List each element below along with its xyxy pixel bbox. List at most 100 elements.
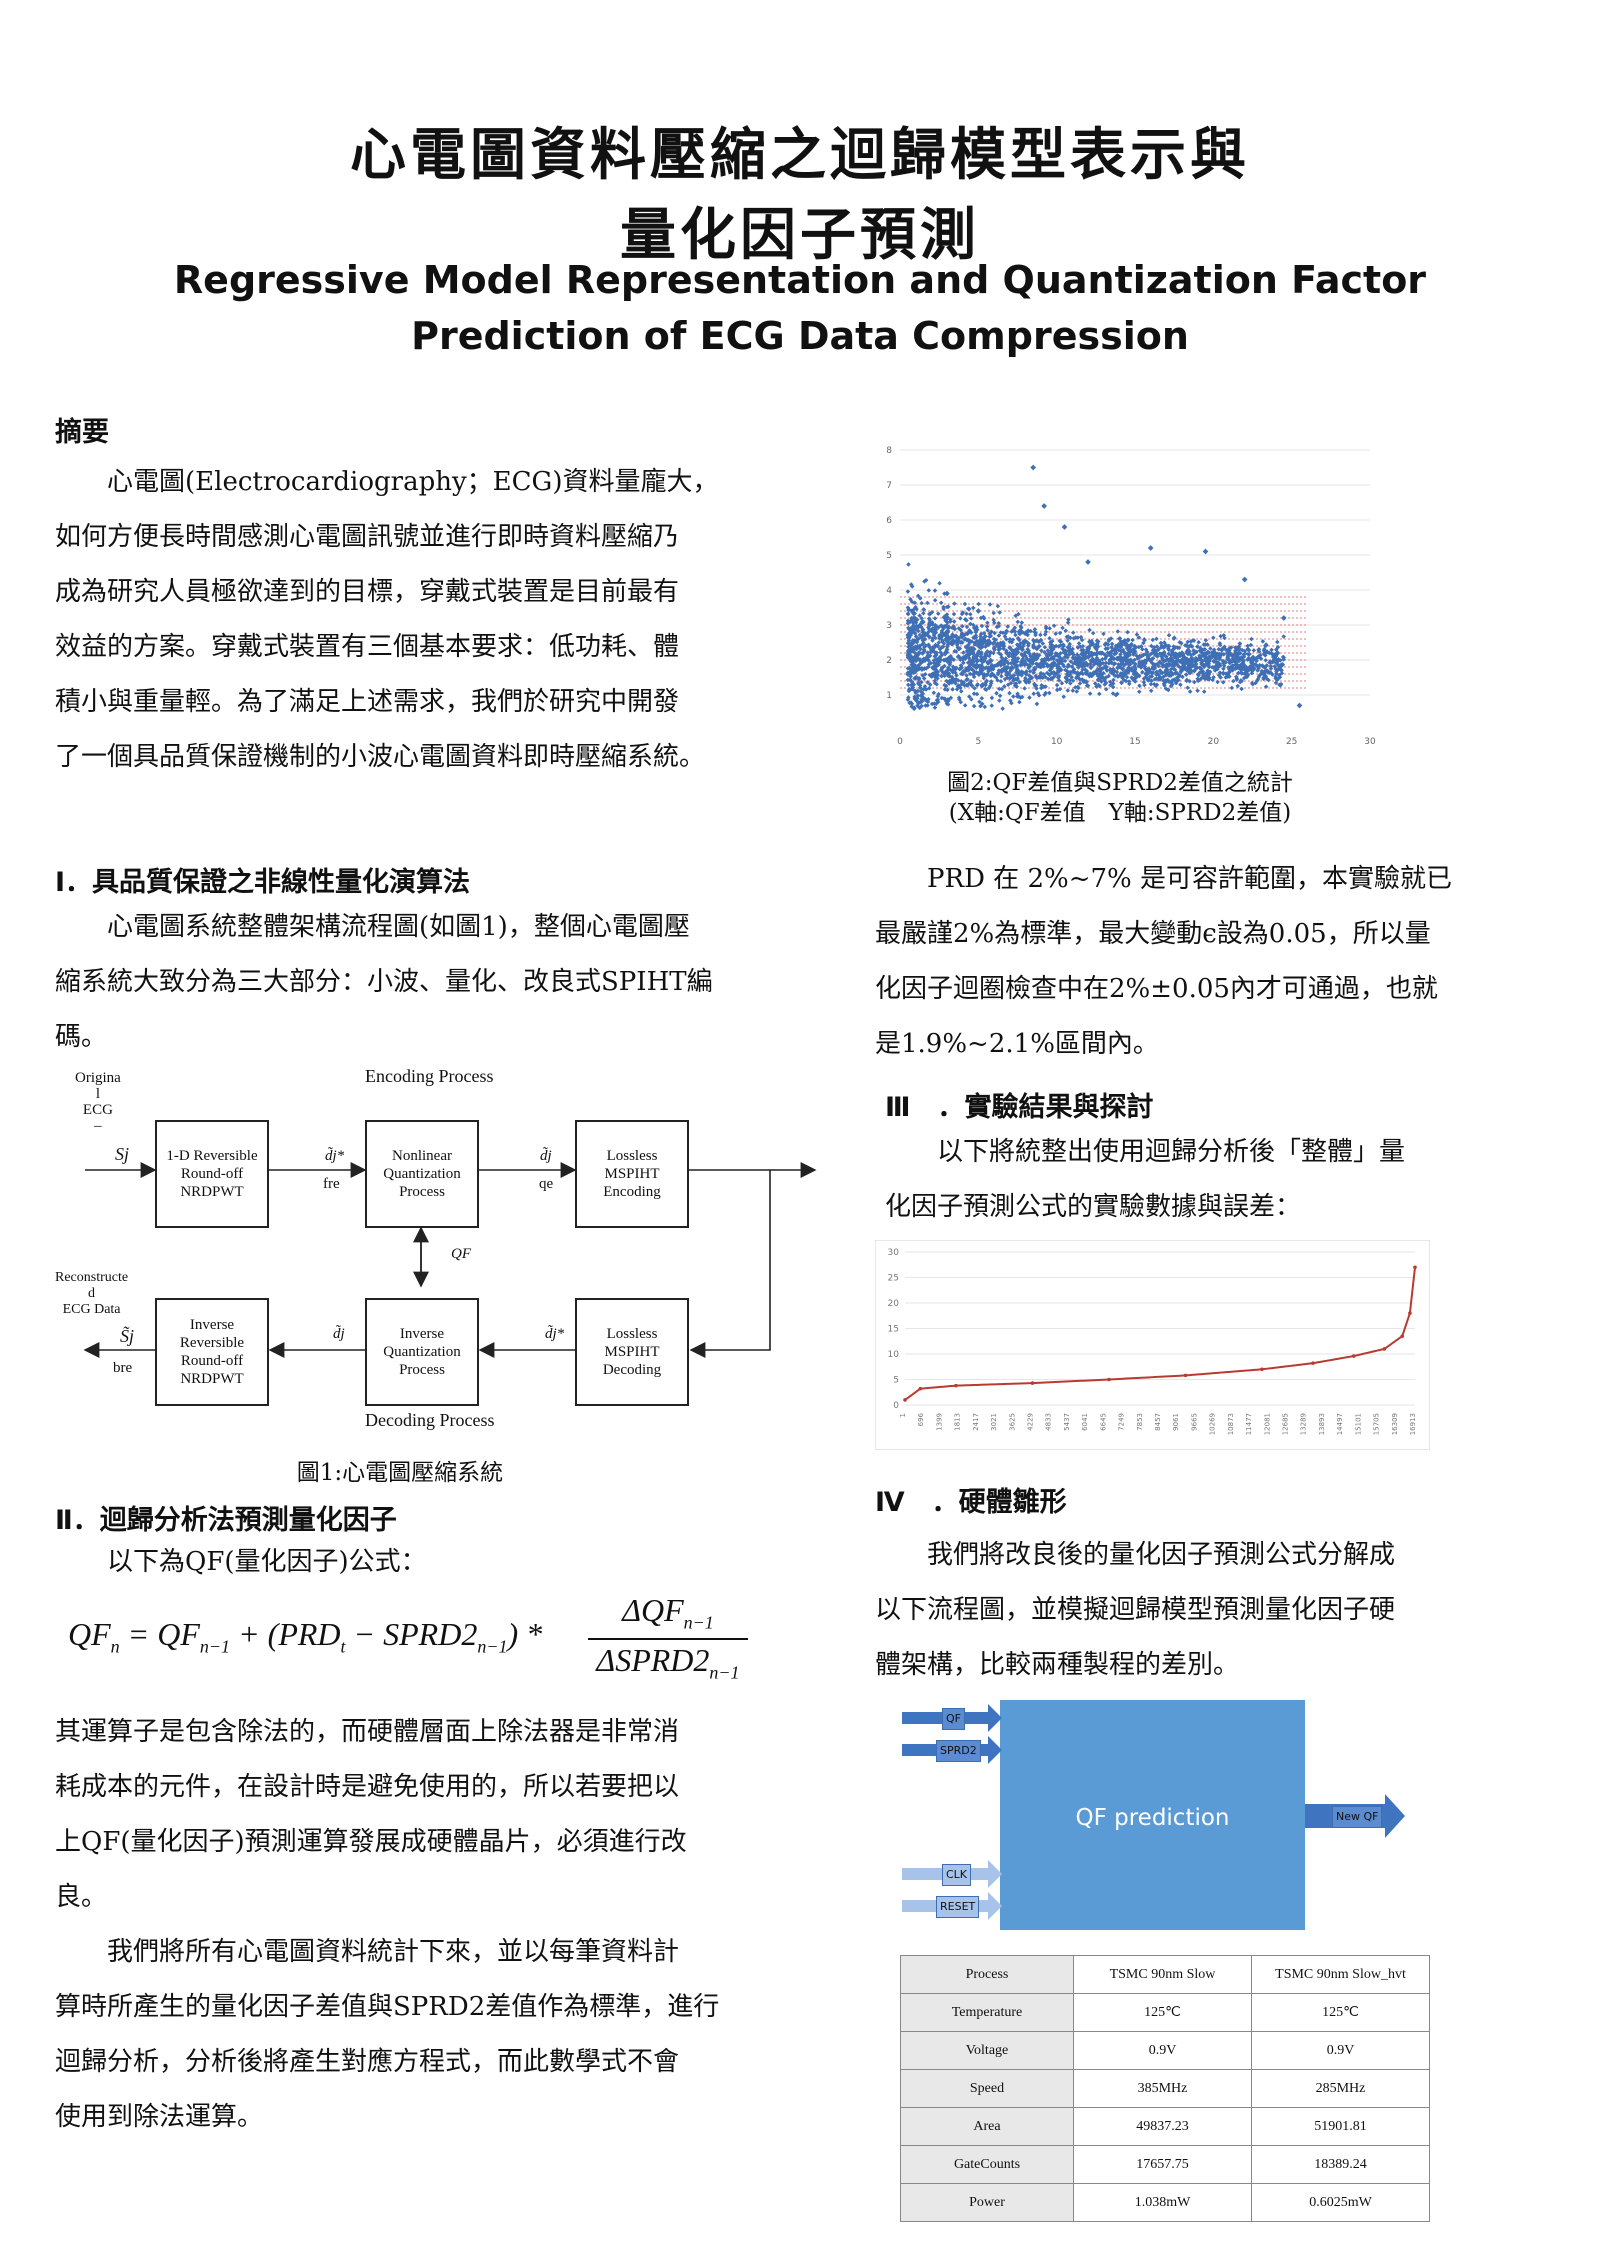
scatter-point bbox=[1062, 654, 1068, 660]
scatter-point bbox=[1132, 664, 1137, 669]
scatter-point bbox=[997, 646, 1003, 652]
scatter-point bbox=[1198, 645, 1203, 651]
scatter-point bbox=[950, 687, 955, 692]
scatter-point bbox=[985, 620, 990, 626]
scatter-point bbox=[1025, 646, 1030, 652]
scatter-point bbox=[975, 608, 982, 614]
scatter-point bbox=[1154, 661, 1160, 667]
qf-formula: QFn = QFn−1 + (PRDt − SPRD2n−1) * ΔQFn−1… bbox=[68, 1592, 768, 1687]
table-cell: Voltage bbox=[900, 2031, 1074, 2070]
y-tick-label: 3 bbox=[886, 621, 892, 631]
scatter-point bbox=[941, 606, 946, 612]
x-tick-label: 14497 bbox=[1336, 1413, 1344, 1435]
scatter-point bbox=[932, 597, 938, 603]
scatter-point bbox=[989, 695, 995, 701]
scatter-point bbox=[967, 628, 972, 633]
x-tick-label: 9665 bbox=[1190, 1413, 1198, 1431]
scatter-point bbox=[1065, 688, 1071, 693]
x-tick-label: 15705 bbox=[1373, 1413, 1381, 1435]
figure1-diagram: Encoding Process Decoding Process Origin… bbox=[55, 1060, 825, 1440]
x-tick-label: 2417 bbox=[972, 1413, 980, 1431]
x-tick-label: 25 bbox=[1286, 737, 1297, 747]
scatter-point bbox=[1251, 648, 1257, 653]
scatter-point bbox=[1089, 650, 1094, 656]
scatter-point bbox=[1087, 639, 1092, 644]
scatter-point bbox=[1070, 651, 1076, 657]
scatter-point bbox=[1088, 665, 1094, 671]
scatter-point bbox=[1191, 668, 1197, 674]
section2-heading: Ⅱ．迴歸分析法預測量化因子 bbox=[55, 1505, 397, 1536]
table-row: Power 1.038mW 0.6025mW bbox=[900, 2183, 1430, 2222]
scatter-point bbox=[1076, 654, 1082, 660]
x-tick-label: 5437 bbox=[1063, 1413, 1071, 1431]
scatter-point bbox=[919, 600, 924, 606]
scatter-point bbox=[1039, 648, 1044, 653]
scatter-point bbox=[1011, 694, 1016, 699]
scatter-point bbox=[1043, 629, 1049, 635]
scatter-point bbox=[934, 698, 940, 703]
table-header-row: Process TSMC 90nm Slow TSMC 90nm Slow_hv… bbox=[900, 1955, 1430, 1994]
scatter-point bbox=[925, 699, 931, 704]
table-cell: 49837.23 bbox=[1073, 2107, 1252, 2146]
x-tick-label: 6041 bbox=[1081, 1413, 1089, 1431]
scatter-point bbox=[1196, 640, 1201, 645]
table-cell: 125℃ bbox=[1073, 1993, 1252, 2032]
scatter-point bbox=[1076, 641, 1082, 646]
scatter-point bbox=[1057, 630, 1063, 636]
chart-frame bbox=[875, 1240, 1430, 1450]
figure2-caption-line2: (X軸:QF差值 Y軸:SPRD2差值) bbox=[948, 800, 1292, 826]
x-tick-label: 20 bbox=[1208, 737, 1220, 747]
series-point bbox=[954, 1383, 958, 1388]
section4-line: 我們將改良後的量化因子預測公式分解成 bbox=[875, 1540, 1396, 1570]
section2-line: 我們將所有心電圖資料統計下來，並以每筆資料計 bbox=[55, 1937, 680, 1967]
scatter-point bbox=[962, 703, 968, 708]
scatter-point bbox=[1103, 680, 1109, 686]
qf-prediction-block bbox=[1000, 1700, 1305, 1930]
scatter-point bbox=[1069, 674, 1074, 680]
scatter-point bbox=[1239, 686, 1244, 692]
scatter-point bbox=[1105, 646, 1111, 651]
scatter-point bbox=[1198, 655, 1203, 660]
scatter-point bbox=[919, 667, 925, 673]
scatter-point bbox=[1240, 666, 1246, 672]
x-tick-label: 10873 bbox=[1227, 1413, 1235, 1435]
scatter-point bbox=[1070, 630, 1076, 635]
scatter-point bbox=[918, 685, 923, 691]
scatter-point bbox=[916, 651, 922, 657]
section2-text-b: 我們將所有心電圖資料統計下來，並以每筆資料計 算時所產生的量化因子差值與SPRD… bbox=[55, 1925, 855, 2145]
y-tick-label: 5 bbox=[893, 1376, 899, 1386]
scatter-point bbox=[909, 679, 915, 685]
scatter-point bbox=[1068, 648, 1073, 653]
scatter-point bbox=[1024, 672, 1029, 677]
scatter-point bbox=[1188, 639, 1194, 644]
scatter-point bbox=[999, 673, 1004, 679]
input-qf-label: QF bbox=[942, 1708, 965, 1730]
y-tick-label: 5 bbox=[886, 551, 892, 561]
scatter-point bbox=[1241, 576, 1248, 583]
encoding-process-label: Encoding Process bbox=[365, 1066, 494, 1086]
scatter-point bbox=[1141, 679, 1147, 685]
scatter-point bbox=[1010, 657, 1016, 663]
x-tick-label: 13289 bbox=[1300, 1413, 1308, 1435]
series-point bbox=[1107, 1377, 1111, 1382]
scatter-point bbox=[977, 699, 982, 705]
decoding-process-label: Decoding Process bbox=[365, 1410, 495, 1430]
scatter-point bbox=[954, 635, 960, 641]
series-point bbox=[918, 1386, 923, 1391]
series-point bbox=[1352, 1354, 1356, 1358]
table-cell: 125℃ bbox=[1251, 1993, 1430, 2032]
x-tick-label: 11477 bbox=[1245, 1413, 1253, 1435]
scatter-point bbox=[1154, 676, 1159, 681]
scatter-point bbox=[1181, 654, 1186, 659]
scatter-point bbox=[1042, 692, 1047, 697]
scatter-point bbox=[1198, 649, 1204, 655]
x-tick-label: 15101 bbox=[1354, 1413, 1362, 1435]
y-tick-label: 20 bbox=[888, 1299, 900, 1309]
table-header-cell: TSMC 90nm Slow bbox=[1073, 1955, 1252, 1994]
scatter-point bbox=[1233, 656, 1238, 662]
scatter-point bbox=[1275, 650, 1280, 655]
scatter-point bbox=[1245, 651, 1251, 657]
original-ecg-label: Origina l ECG – bbox=[75, 1070, 121, 1134]
scatter-point bbox=[1183, 672, 1189, 677]
abstract-line: 積小與重量輕。為了滿足上述需求，我們於研究中開發 bbox=[55, 687, 680, 717]
